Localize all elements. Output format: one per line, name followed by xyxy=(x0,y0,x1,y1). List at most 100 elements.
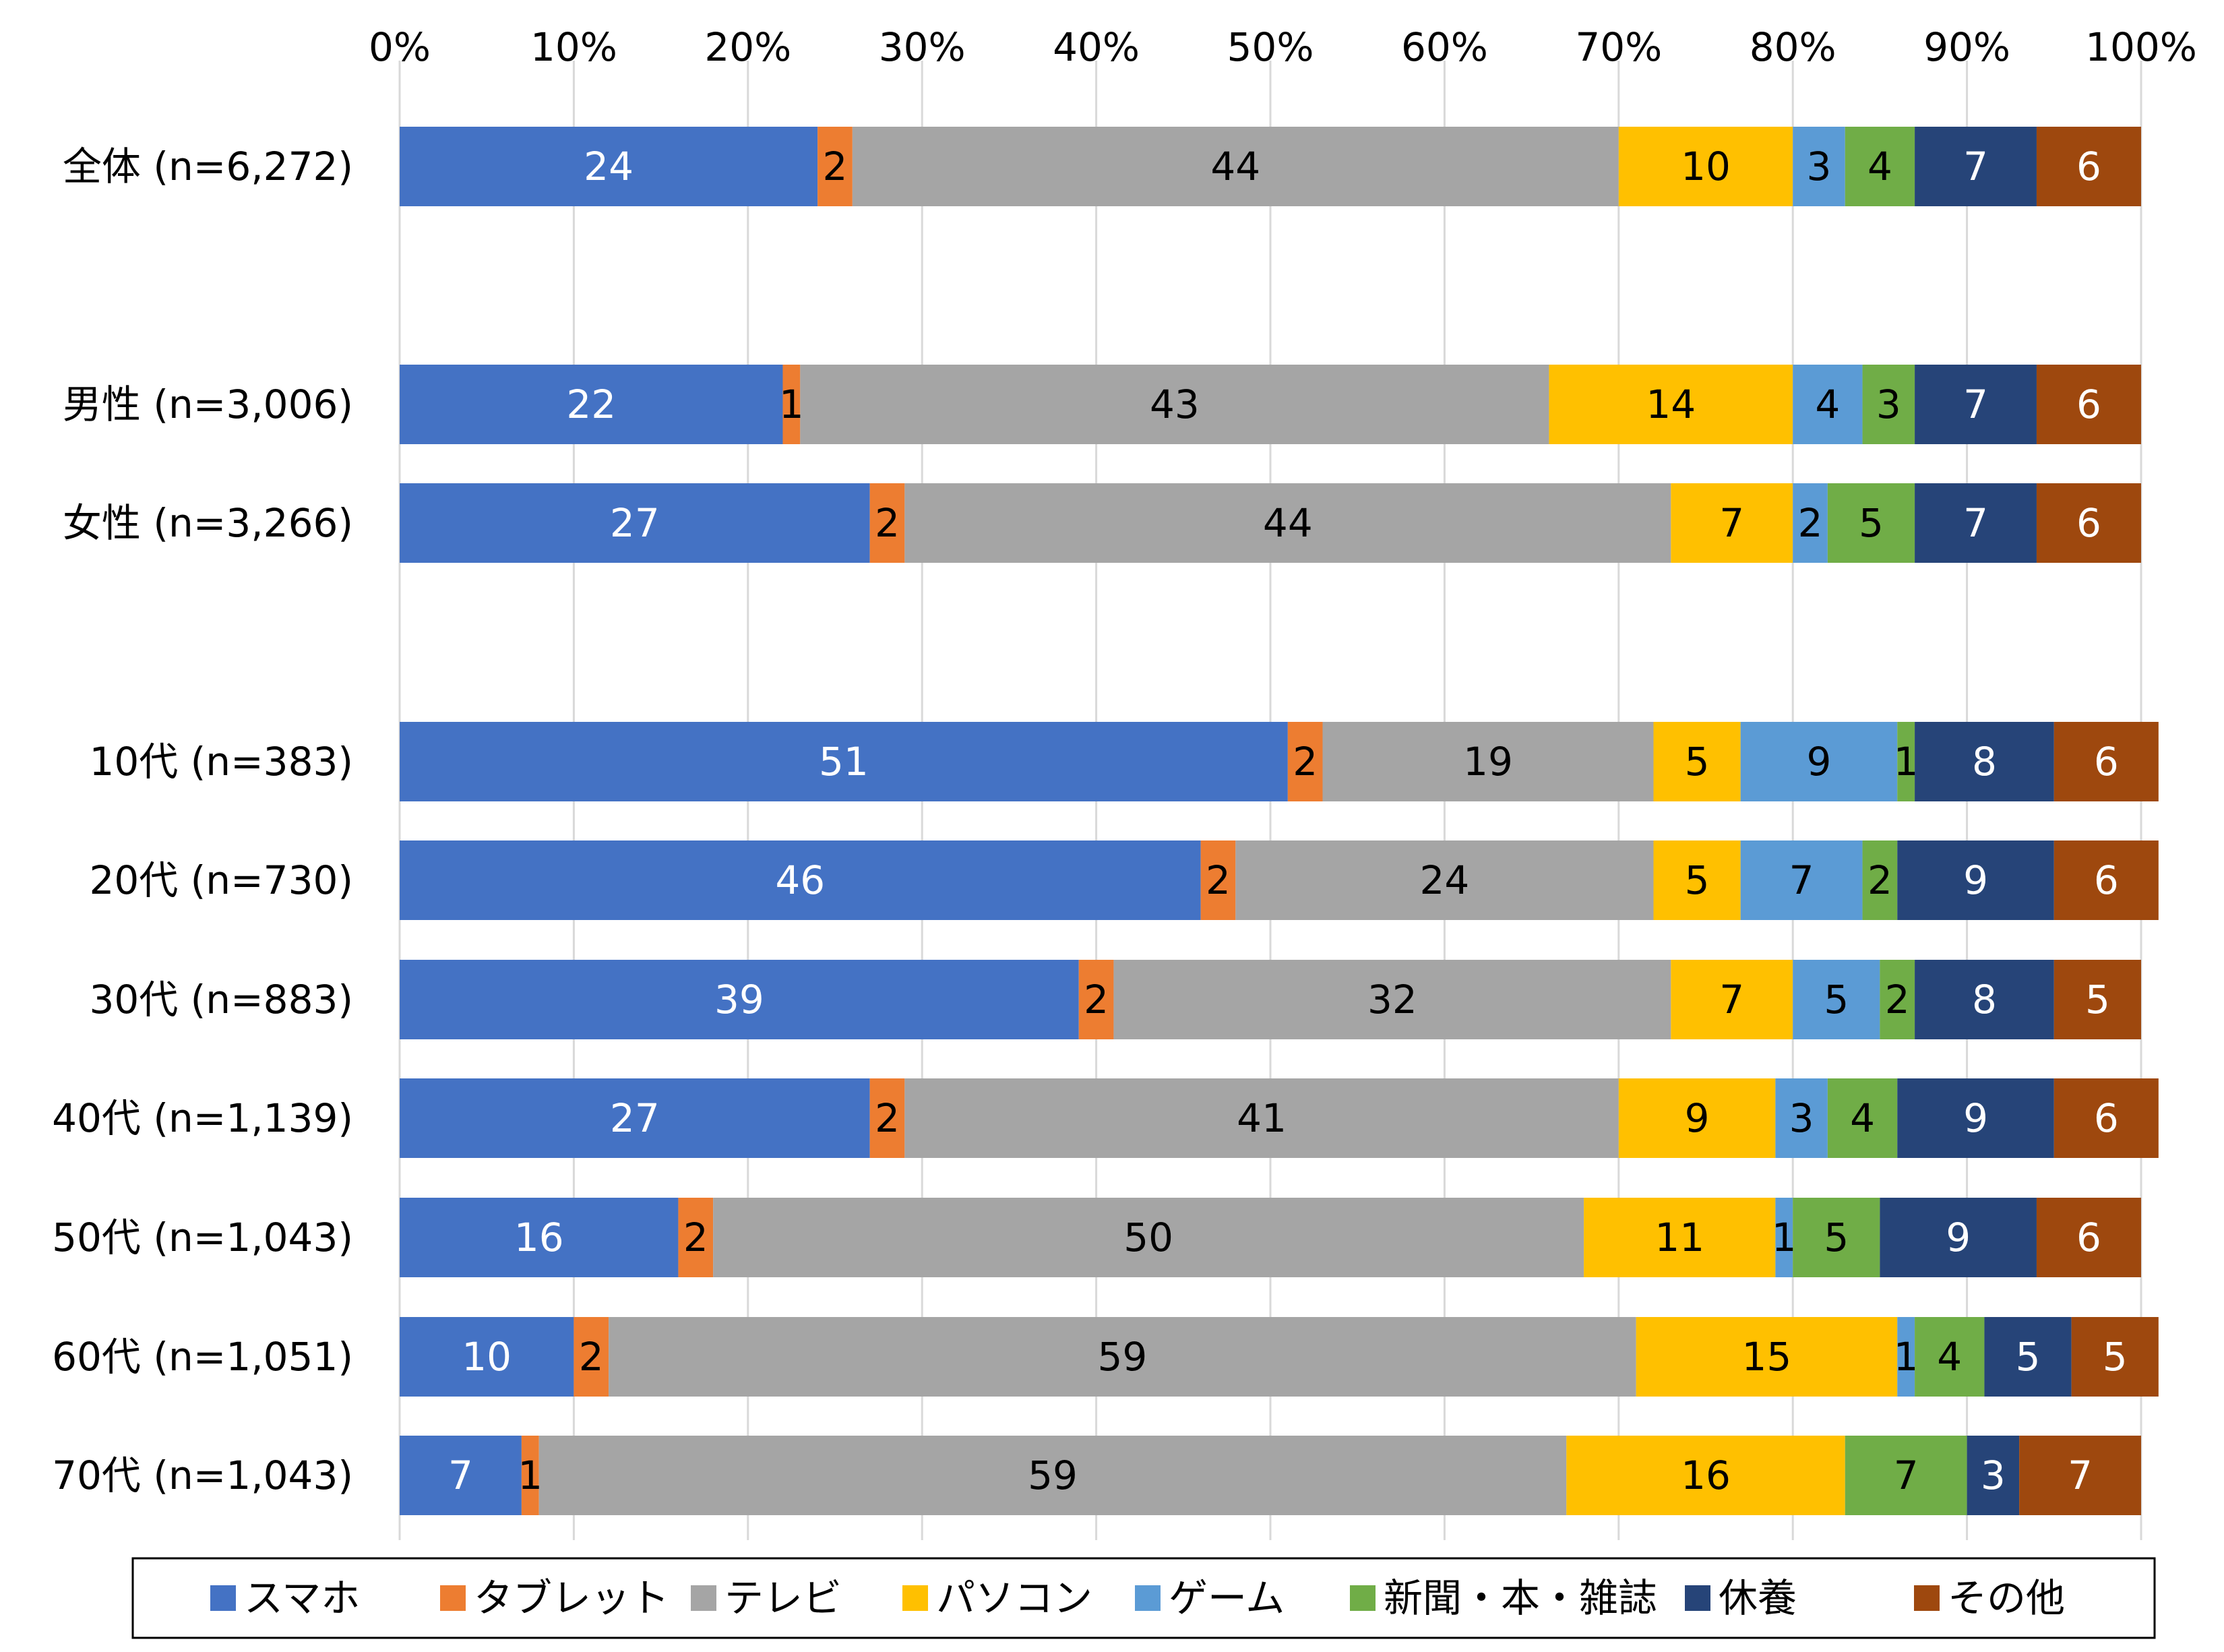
data-label: 15 xyxy=(1742,1334,1792,1380)
data-label: 39 xyxy=(714,977,764,1022)
bar-segment xyxy=(2053,840,2159,920)
bar-segment xyxy=(1584,1198,1776,1277)
data-label: 9 xyxy=(1963,1095,1988,1141)
data-label: 44 xyxy=(1263,500,1313,546)
bar-segment xyxy=(2053,960,2141,1039)
bar-segment xyxy=(1653,840,1741,920)
bar-segment xyxy=(1793,1198,1880,1277)
data-label: 8 xyxy=(1972,739,1997,785)
bar-segment xyxy=(1793,960,1880,1039)
data-label: 5 xyxy=(1824,977,1849,1022)
bar-segment xyxy=(1862,840,1898,920)
legend-label: その他 xyxy=(1948,1575,2065,1621)
bar-segment xyxy=(1845,127,1915,206)
bar-segment xyxy=(1322,722,1654,801)
bar-segment xyxy=(1793,365,1863,444)
category-label: 男性 (n=3,006) xyxy=(63,381,353,427)
data-label: 5 xyxy=(2016,1334,2041,1380)
x-tick-label: 0% xyxy=(369,24,431,70)
bar-segment xyxy=(400,722,1288,801)
category-label: 70代 (n=1,043) xyxy=(52,1452,353,1498)
bar-segment xyxy=(1967,1436,2020,1515)
data-label: 10 xyxy=(462,1334,512,1380)
bar-segment xyxy=(1775,1078,1828,1158)
data-label: 32 xyxy=(1367,977,1417,1022)
data-label: 1 xyxy=(1772,1215,1797,1260)
data-label: 6 xyxy=(2094,1095,2119,1141)
bar-segment xyxy=(1845,1436,1967,1515)
legend-swatch xyxy=(210,1585,236,1611)
data-label: 7 xyxy=(1719,500,1744,546)
bar-segment xyxy=(2071,1317,2159,1397)
data-label: 7 xyxy=(1963,500,1988,546)
data-label: 50 xyxy=(1123,1215,1173,1260)
category-label: 40代 (n=1,139) xyxy=(52,1095,353,1141)
bar-segment xyxy=(869,1078,905,1158)
data-label: 2 xyxy=(823,144,848,189)
data-label: 44 xyxy=(1210,144,1260,189)
legend-label: 休養 xyxy=(1719,1575,1797,1621)
bar-segment xyxy=(1984,1317,2072,1397)
bar-segment xyxy=(1740,840,1863,920)
data-label: 2 xyxy=(1885,977,1910,1022)
bar-segment xyxy=(400,1317,574,1397)
bar-segment xyxy=(1897,840,2054,920)
legend-swatch xyxy=(691,1585,716,1611)
bars: 24 2 44 10 3 4 7 622 1 43 14 4 3 7 627 2 44 7 2 5 7 651 2 19 5 9 1… xyxy=(400,127,2159,1515)
data-label: 24 xyxy=(1419,857,1469,903)
x-tick-label: 30% xyxy=(879,24,966,70)
x-tick-label: 100% xyxy=(2085,24,2197,70)
data-label: 16 xyxy=(1681,1452,1731,1498)
bar-segment xyxy=(2036,365,2141,444)
data-label: 5 xyxy=(1685,857,1710,903)
bar-segment xyxy=(782,365,801,444)
legend-label: ゲーム xyxy=(1169,1575,1285,1621)
bar-segment xyxy=(869,483,905,563)
legend-label: タブレット xyxy=(474,1575,669,1621)
data-label: 9 xyxy=(1807,739,1832,785)
bar-segment xyxy=(400,960,1079,1039)
legend-swatch xyxy=(1350,1585,1376,1611)
bar-segment xyxy=(1827,1078,1898,1158)
data-label: 1 xyxy=(518,1452,543,1498)
data-label: 16 xyxy=(514,1215,564,1260)
bar-segment xyxy=(904,1078,1619,1158)
data-label: 7 xyxy=(1963,381,1988,427)
data-label: 43 xyxy=(1150,381,1200,427)
data-label: 27 xyxy=(610,500,660,546)
bar-segment xyxy=(1653,722,1741,801)
data-label: 3 xyxy=(1807,144,1832,189)
data-label: 3 xyxy=(1876,381,1901,427)
bar-segment xyxy=(2036,1198,2141,1277)
legend-label: テレビ xyxy=(724,1575,842,1621)
data-label: 59 xyxy=(1028,1452,1078,1498)
data-label: 2 xyxy=(1798,500,1823,546)
data-label: 3 xyxy=(1789,1095,1814,1141)
legend-label: スマホ xyxy=(244,1575,360,1621)
data-label: 2 xyxy=(875,500,900,546)
bar-segment xyxy=(1636,1317,1898,1397)
data-label: 4 xyxy=(1937,1334,1962,1380)
bar-segment xyxy=(400,365,783,444)
category-label: 30代 (n=883) xyxy=(89,977,353,1022)
data-label: 2 xyxy=(875,1095,900,1141)
bar-segment xyxy=(400,1198,679,1277)
data-label: 4 xyxy=(1867,144,1892,189)
bar-segment xyxy=(1793,483,1828,563)
data-label: 5 xyxy=(2103,1334,2128,1380)
data-label: 9 xyxy=(1963,857,1988,903)
x-tick-label: 90% xyxy=(1923,24,2010,70)
data-label: 51 xyxy=(819,739,869,785)
data-label: 2 xyxy=(579,1334,604,1380)
bar-segment xyxy=(1827,483,1915,563)
bar-segment xyxy=(1113,960,1671,1039)
data-label: 4 xyxy=(1815,381,1840,427)
category-label: 50代 (n=1,043) xyxy=(52,1215,353,1260)
data-label: 6 xyxy=(2076,381,2101,427)
data-label: 27 xyxy=(610,1095,660,1141)
data-label: 59 xyxy=(1097,1334,1147,1380)
legend-swatch xyxy=(1685,1585,1710,1611)
data-label: 2 xyxy=(1084,977,1109,1022)
legend-swatch xyxy=(440,1585,466,1611)
